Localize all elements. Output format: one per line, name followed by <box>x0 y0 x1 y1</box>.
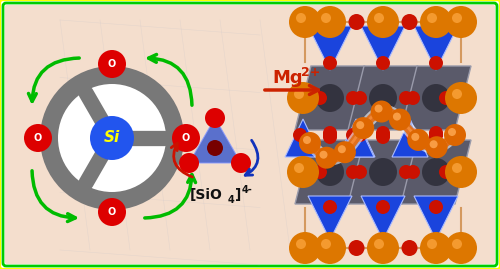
Circle shape <box>289 232 321 264</box>
Circle shape <box>459 165 473 179</box>
FancyArrowPatch shape <box>148 55 192 105</box>
Circle shape <box>429 200 443 214</box>
Circle shape <box>296 239 306 249</box>
Circle shape <box>321 13 331 23</box>
Circle shape <box>323 126 337 140</box>
Circle shape <box>207 140 223 156</box>
Circle shape <box>348 240 364 256</box>
Circle shape <box>316 84 344 112</box>
Circle shape <box>412 133 420 141</box>
Circle shape <box>420 232 452 264</box>
Circle shape <box>376 128 390 142</box>
Circle shape <box>293 128 307 142</box>
Circle shape <box>429 126 443 140</box>
Circle shape <box>422 84 450 112</box>
Circle shape <box>299 132 321 154</box>
Circle shape <box>430 140 438 148</box>
Circle shape <box>294 163 304 173</box>
FancyArrowPatch shape <box>145 175 196 218</box>
Circle shape <box>352 117 374 139</box>
Circle shape <box>293 165 307 179</box>
Circle shape <box>370 101 392 123</box>
Polygon shape <box>361 196 405 240</box>
Circle shape <box>40 66 184 210</box>
Circle shape <box>334 141 356 163</box>
Circle shape <box>313 91 327 105</box>
Circle shape <box>399 165 413 179</box>
Circle shape <box>313 165 327 179</box>
Polygon shape <box>414 196 458 240</box>
Polygon shape <box>285 119 321 157</box>
Text: ]: ] <box>235 188 242 202</box>
Polygon shape <box>339 119 375 157</box>
Circle shape <box>369 158 397 186</box>
Circle shape <box>367 232 399 264</box>
Circle shape <box>444 124 466 146</box>
Circle shape <box>376 126 390 140</box>
Circle shape <box>399 91 413 105</box>
Text: 4: 4 <box>228 195 235 205</box>
Circle shape <box>445 6 477 38</box>
Circle shape <box>402 14 417 30</box>
FancyArrowPatch shape <box>28 58 79 101</box>
Text: O: O <box>182 133 190 143</box>
Circle shape <box>429 128 443 142</box>
Circle shape <box>406 165 420 179</box>
Circle shape <box>369 84 397 112</box>
Polygon shape <box>189 118 241 163</box>
Polygon shape <box>361 26 405 70</box>
Circle shape <box>293 91 307 105</box>
Polygon shape <box>308 196 352 240</box>
Text: 4-: 4- <box>242 185 253 195</box>
Circle shape <box>440 14 456 30</box>
Circle shape <box>179 153 199 173</box>
Circle shape <box>374 239 384 249</box>
Circle shape <box>323 128 337 142</box>
Circle shape <box>303 136 311 144</box>
Circle shape <box>314 232 346 264</box>
Circle shape <box>231 153 251 173</box>
Circle shape <box>367 6 399 38</box>
Polygon shape <box>414 26 458 70</box>
Polygon shape <box>338 119 374 157</box>
Circle shape <box>320 151 328 159</box>
Circle shape <box>205 108 225 128</box>
Circle shape <box>323 56 337 70</box>
Circle shape <box>402 240 417 256</box>
Circle shape <box>445 232 477 264</box>
Circle shape <box>439 91 453 105</box>
Circle shape <box>316 147 338 169</box>
Circle shape <box>356 121 364 129</box>
FancyArrowPatch shape <box>245 140 258 175</box>
Circle shape <box>90 116 134 160</box>
Circle shape <box>294 89 304 99</box>
Circle shape <box>445 82 477 114</box>
Text: O: O <box>34 133 42 143</box>
Polygon shape <box>392 119 428 157</box>
Text: Si: Si <box>104 130 120 146</box>
Circle shape <box>321 239 331 249</box>
Circle shape <box>314 6 346 38</box>
Circle shape <box>429 56 443 70</box>
Circle shape <box>459 91 473 105</box>
Circle shape <box>310 14 326 30</box>
Circle shape <box>98 198 126 226</box>
Polygon shape <box>348 66 418 130</box>
Polygon shape <box>308 26 352 70</box>
Circle shape <box>287 156 319 188</box>
Circle shape <box>420 6 452 38</box>
Circle shape <box>98 50 126 78</box>
Circle shape <box>452 13 462 23</box>
Circle shape <box>422 158 450 186</box>
Text: [SiO: [SiO <box>190 188 223 202</box>
Circle shape <box>452 89 462 99</box>
Polygon shape <box>401 66 471 130</box>
Circle shape <box>374 105 382 112</box>
Text: Mg: Mg <box>272 69 302 87</box>
Circle shape <box>376 200 390 214</box>
Circle shape <box>445 156 477 188</box>
Circle shape <box>172 124 200 152</box>
Circle shape <box>353 128 367 142</box>
Circle shape <box>406 128 420 142</box>
